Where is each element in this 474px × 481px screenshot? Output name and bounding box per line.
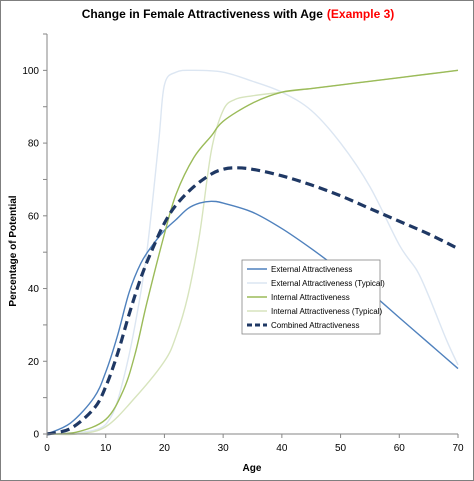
legend-label-1: External Attractiveness <box>271 265 352 274</box>
chart-title-main: Change in Female Attractiveness with Age <box>82 7 323 21</box>
plot-area <box>47 34 458 434</box>
x-tick-label: 50 <box>335 443 347 454</box>
y-tick-label: 40 <box>28 284 40 295</box>
x-axis-label: Age <box>243 463 262 474</box>
y-tick-label: 0 <box>33 430 39 441</box>
chart-title-suffix: (Example 3) <box>327 7 394 21</box>
series-line-5 <box>46 166 459 436</box>
chart-title: Change in Female Attractiveness with Age… <box>82 7 395 21</box>
y-tick-label: 80 <box>28 139 40 150</box>
y-axis-label: Percentage of Potential <box>8 195 19 306</box>
x-tick-label: 40 <box>276 443 288 454</box>
y-ticks: 0 20 40 60 80 100 <box>22 33 47 441</box>
series-line-3 <box>46 69 459 435</box>
legend-label-3: Internal Attractiveness <box>271 293 350 302</box>
x-tick-label: 20 <box>159 443 171 454</box>
legend-label-4: Internal Attractiveness (Typical) <box>271 307 382 316</box>
series-layer <box>46 69 459 436</box>
legend: External Attractiveness External Attracti… <box>241 259 385 335</box>
legend-label-2: External Attractiveness (Typical) <box>271 279 385 288</box>
x-tick-label: 10 <box>100 443 112 454</box>
legend-items: External Attractiveness External Attracti… <box>247 265 385 330</box>
y-tick-label: 100 <box>22 66 39 77</box>
x-tick-label: 60 <box>394 443 406 454</box>
x-tick-label: 0 <box>44 443 50 454</box>
y-tick-label: 60 <box>28 211 40 222</box>
legend-label-5: Combined Attractiveness <box>271 321 360 330</box>
y-tick-label: 20 <box>28 357 40 368</box>
x-ticks: 0 10 20 30 40 50 60 70 <box>44 434 464 454</box>
x-tick-label: 70 <box>452 443 464 454</box>
x-tick-label: 30 <box>218 443 230 454</box>
series-line-2 <box>46 69 459 435</box>
